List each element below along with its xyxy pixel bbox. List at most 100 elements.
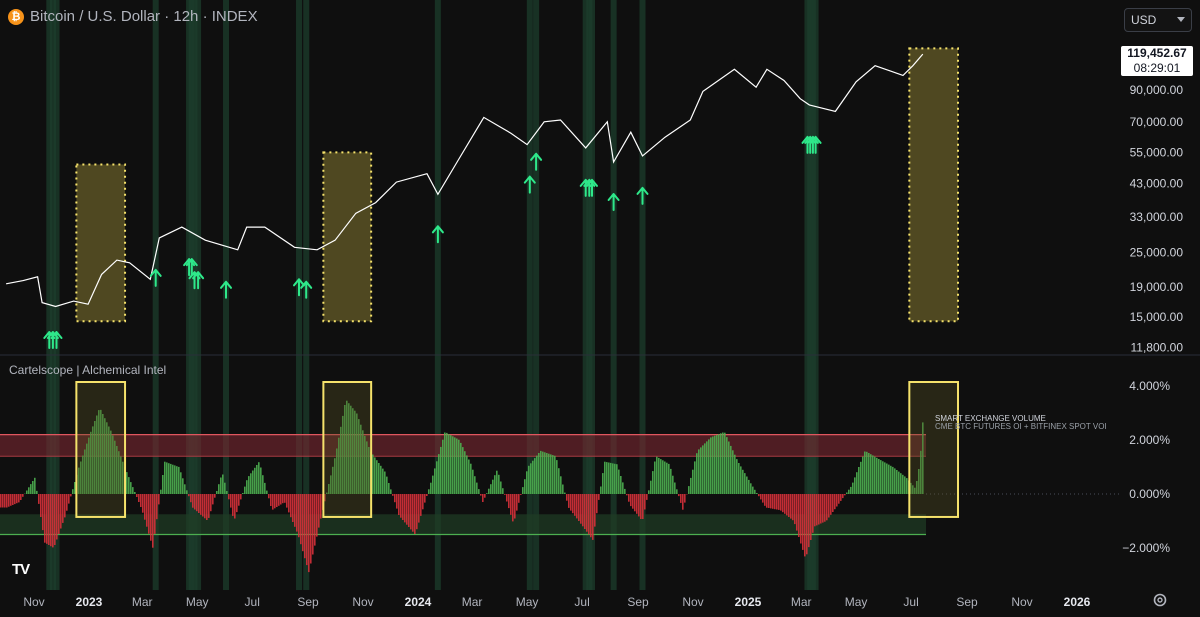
signal-arrow-16 [586, 178, 598, 197]
signal-band-2 [53, 0, 60, 590]
osc-bar [216, 491, 218, 494]
osc-bar [490, 484, 492, 494]
osc-bar [812, 494, 814, 533]
osc-bar [482, 494, 484, 502]
gear-icon[interactable] [1152, 592, 1168, 608]
osc-bar [534, 458, 536, 494]
price-tick-2: 55,000.00 [1130, 145, 1184, 159]
osc-bar [428, 489, 430, 494]
time-tick-12: Nov [682, 595, 703, 609]
osc-bar [246, 480, 248, 494]
osc-bar [698, 449, 700, 494]
osc-bar [868, 453, 870, 494]
osc-bar [808, 494, 810, 548]
osc-bar [900, 473, 902, 494]
signal-band-6 [191, 0, 198, 590]
osc-bar [640, 494, 642, 519]
arrow-up-icon [300, 280, 313, 299]
osc-bar [506, 494, 508, 502]
osc-bar [398, 494, 400, 515]
signal-arrows-layer [43, 135, 822, 349]
price-axis[interactable]: 90,000.00 70,000.00 55,000.00 43,000.00 33,0… [1130, 83, 1184, 354]
currency-button[interactable]: USD [1124, 8, 1192, 32]
arrow-up-icon [220, 280, 232, 299]
osc-bar [894, 468, 896, 494]
osc-bar [554, 455, 556, 494]
osc-bar [170, 463, 172, 494]
osc-bar [190, 494, 192, 503]
osc-bar [222, 474, 224, 494]
tradingview-logo[interactable]: TV [12, 561, 30, 578]
osc-bar [782, 494, 784, 513]
osc-bar [18, 494, 20, 503]
osc-bar [566, 494, 568, 501]
signal-band-0 [46, 0, 53, 590]
osc-bar [684, 494, 686, 503]
osc-bar [796, 494, 798, 531]
time-tick-5: Sep [297, 595, 319, 609]
osc-bar [180, 472, 182, 494]
osc-bar [904, 476, 906, 494]
osc-bar [606, 462, 608, 494]
osc-bar [6, 494, 8, 508]
osc-bar [738, 463, 740, 494]
osc-bar [420, 494, 422, 516]
oscillator-axis[interactable]: 4.000% 2.000% 0.000% −2.000% [1122, 379, 1170, 555]
osc-bar [252, 470, 254, 494]
osc-bar [96, 415, 98, 494]
osc-bar [166, 462, 168, 494]
osc-bar [514, 494, 516, 519]
osc-bar [752, 486, 754, 494]
osc-bar [746, 476, 748, 494]
osc-bar [800, 494, 802, 544]
osc-bar [784, 494, 786, 514]
osc-bar [14, 494, 16, 505]
osc-bar [134, 492, 136, 494]
osc-bar [262, 475, 264, 494]
osc-bar [434, 468, 436, 494]
osc-bar [696, 453, 698, 494]
osc-bar [512, 494, 514, 522]
osc-bar [92, 426, 94, 494]
osc-bar [850, 486, 852, 494]
osc-bar [754, 489, 756, 494]
symbol-header[interactable]: ₿ Bitcoin / U.S. Dollar · 12h · INDEX [8, 8, 258, 25]
osc-bar [666, 462, 668, 494]
osc-bar [358, 419, 360, 494]
time-axis[interactable]: Nov 2023 Mar May Jul Sep Nov 2024 Mar May Jul Sep No… [23, 595, 1090, 609]
osc-bar [308, 494, 310, 573]
osc-bar [654, 461, 656, 494]
osc-bar [240, 494, 242, 500]
osc-bar [412, 494, 414, 532]
osc-bar [196, 494, 198, 512]
indicator-title[interactable]: Cartelscope | Alchemical Intel [9, 363, 167, 377]
osc-bar [636, 494, 638, 514]
osc-bar [230, 494, 232, 508]
time-tick-19: 2026 [1064, 595, 1091, 609]
osc-bar [234, 494, 236, 519]
osc-bar [596, 494, 598, 514]
signal-band-16 [589, 0, 596, 590]
osc-bar [376, 460, 378, 494]
time-tick-4: Jul [245, 595, 260, 609]
osc-bar [848, 489, 850, 494]
osc-bar [580, 494, 582, 524]
osc-bar [700, 447, 702, 494]
osc-bar [524, 479, 526, 494]
osc-bar [122, 461, 124, 494]
osc-bar [448, 434, 450, 494]
osc-bar [528, 465, 530, 494]
osc-bar [150, 494, 152, 541]
osc-bar [432, 475, 434, 494]
osc-bar [466, 455, 468, 494]
osc-bar [660, 459, 662, 494]
osc-bar [346, 400, 348, 494]
osc-bar [114, 440, 116, 494]
osc-bar [748, 479, 750, 494]
legend-line-2: CME BTC FUTURES OI + BITFINEX SPOT VOI [935, 422, 1107, 431]
osc-bar [144, 494, 146, 520]
osc-bar [544, 452, 546, 494]
osc-bar [498, 474, 500, 494]
osc-bar [518, 494, 520, 503]
